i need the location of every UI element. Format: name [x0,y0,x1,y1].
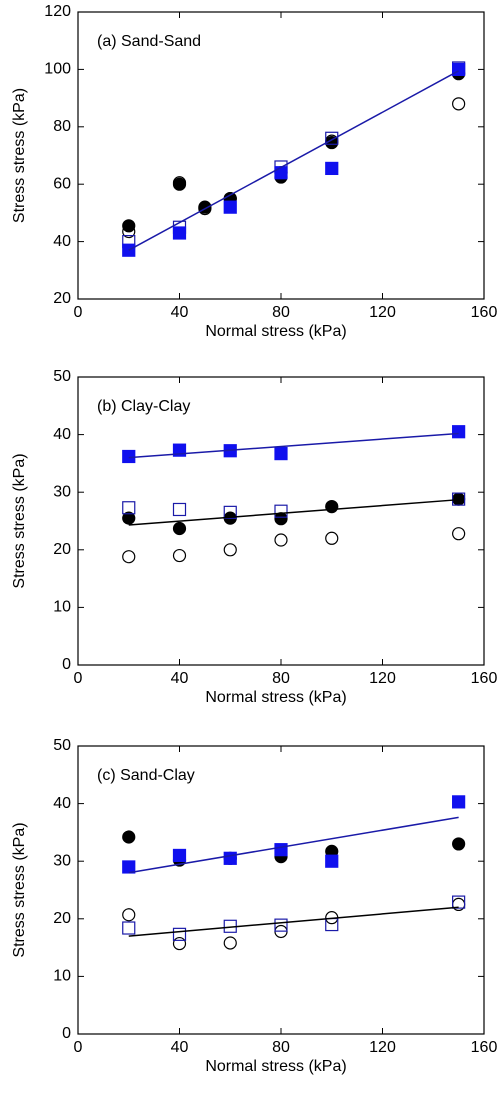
point [452,492,466,506]
y-tick-label: 20 [53,290,71,307]
x-tick-label: 80 [272,304,290,321]
x-tick-label: 80 [272,1039,290,1056]
y-tick-label: 20 [53,910,71,927]
x-tick-label: 120 [369,304,396,321]
x-tick-label: 40 [171,1039,189,1056]
y-tick-label: 80 [53,118,71,135]
y-tick-label: 50 [53,368,71,385]
point [325,917,339,932]
point [223,543,237,557]
y-tick-label: 100 [44,61,71,78]
point [325,131,339,145]
point [122,908,136,922]
x-tick-label: 0 [74,670,83,687]
panel: 0 40 80 120 160 0 10 20 30 40 50 Normal stress (kPa… [11,737,497,1075]
point [274,447,288,461]
x-axis-label: Normal stress (kPa) [205,1058,346,1075]
point [274,504,288,518]
point [452,527,466,541]
y-tick-label: 120 [44,3,71,20]
point [172,548,187,563]
point [122,921,136,935]
y-tick-label: 10 [53,599,71,616]
point [122,243,136,257]
x-tick-label: 160 [471,670,498,687]
point [122,860,136,874]
fit-line [128,906,459,937]
x-tick-label: 120 [369,670,396,687]
y-tick-label: 50 [53,737,71,754]
fit-line [128,70,459,251]
point [452,795,466,809]
y-tick-label: 40 [53,426,71,443]
point [122,224,136,239]
x-tick-label: 40 [171,304,189,321]
point [452,492,466,506]
point [325,854,339,868]
point [274,533,288,547]
plot-frame [77,745,485,1035]
fit-line [128,498,459,526]
y-axis-label: Stress stress (kPa) [11,88,28,223]
y-tick-label: 20 [53,541,71,558]
point [172,502,187,517]
x-axis-label: Normal stress (kPa) [205,323,346,340]
point [172,927,187,941]
plot-frame [77,11,485,300]
fit-line [128,432,459,459]
y-axis-label: Stress stress (kPa) [11,822,28,957]
point [274,843,288,857]
panel: 0 40 80 120 160 0 10 20 30 40 50 Normal stress (kPa… [11,368,497,706]
y-tick-label: 30 [53,852,71,869]
point [172,176,187,190]
point [122,550,136,564]
y-tick-label: 0 [62,656,71,673]
y-tick-label: 40 [53,233,71,250]
point [172,226,187,240]
panel-annotation: (b) Clay-Clay [97,398,190,415]
panel: 0 40 80 120 160 20 40 60 80 100 120 Normal stress (… [11,3,497,340]
y-tick-label: 30 [53,483,71,500]
point [274,918,288,932]
x-tick-label: 120 [369,1039,396,1056]
y-tick-label: 10 [53,968,71,985]
point [274,166,288,180]
x-tick-label: 160 [471,1039,498,1056]
point [223,505,237,519]
y-axis-label: Stress stress (kPa) [11,453,28,588]
y-tick-label: 0 [62,1025,71,1042]
fit-line [128,816,459,874]
point [325,161,339,176]
panel-annotation: (c) Sand-Clay [97,767,195,784]
point [325,531,339,545]
point [172,521,187,536]
point [122,511,136,525]
point [325,500,339,514]
point [122,501,136,515]
point [172,848,187,863]
point [223,851,237,865]
point [274,512,288,526]
point [452,895,466,909]
x-tick-label: 0 [74,1039,83,1056]
y-tick-label: 40 [53,795,71,812]
x-tick-label: 80 [272,670,290,687]
x-tick-label: 160 [471,304,498,321]
point [172,936,187,951]
x-tick-label: 40 [171,670,189,687]
x-tick-label: 0 [74,304,83,321]
point [122,830,136,844]
panel-annotation: (a) Sand-Sand [97,33,201,50]
point [223,936,237,950]
y-tick-label: 60 [53,175,71,192]
point [223,200,237,214]
point [452,97,466,111]
point [452,425,466,439]
x-axis-label: Normal stress (kPa) [205,689,346,706]
point [198,201,212,216]
point [122,449,136,464]
point [452,837,466,851]
